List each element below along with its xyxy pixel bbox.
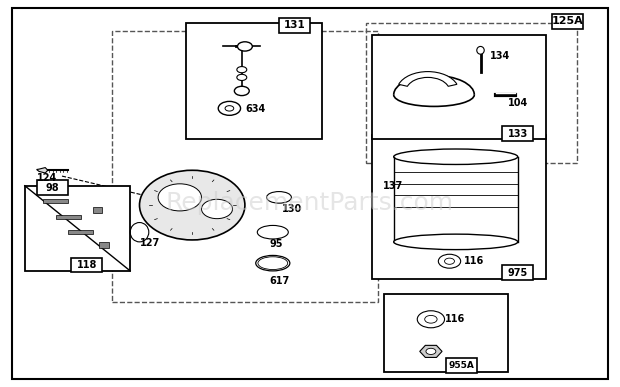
Bar [112,31,378,302]
Text: 137: 137 [383,181,403,191]
Bar [366,23,577,163]
Text: 133: 133 [508,128,528,139]
Bar [186,23,322,139]
Circle shape [445,258,454,264]
Circle shape [237,74,247,80]
Text: 634: 634 [245,104,265,114]
Polygon shape [420,345,442,358]
Text: 118: 118 [77,260,97,270]
Bar [68,230,93,234]
Bar [384,294,508,372]
Ellipse shape [394,149,518,164]
Bar [43,199,68,203]
Text: 124: 124 [37,173,58,183]
Bar [93,207,102,213]
Bar [37,180,68,195]
Ellipse shape [140,170,245,240]
Circle shape [237,42,252,51]
Text: 955A: 955A [449,361,475,370]
Text: 130: 130 [282,204,303,214]
Text: 131: 131 [283,20,306,30]
Circle shape [237,67,247,73]
Circle shape [202,199,232,219]
Ellipse shape [477,46,484,54]
Text: 116: 116 [464,256,484,266]
Bar [99,242,108,248]
Bar [372,35,546,139]
Circle shape [417,311,445,328]
Text: 125A: 125A [551,16,583,26]
Text: 975: 975 [508,268,528,278]
Bar [71,258,102,272]
Ellipse shape [267,192,291,203]
Bar [372,135,546,279]
Circle shape [158,184,202,211]
Ellipse shape [258,257,288,269]
Circle shape [426,348,436,354]
Bar [502,126,533,141]
Text: 134: 134 [490,51,510,61]
Text: 104: 104 [508,98,529,108]
Bar [56,215,81,219]
Bar [552,14,583,29]
Bar [502,265,533,280]
Circle shape [218,101,241,115]
Polygon shape [37,168,48,173]
Circle shape [225,106,234,111]
Bar [279,18,310,33]
Circle shape [438,254,461,268]
Text: 617: 617 [270,276,290,286]
Circle shape [425,315,437,323]
Text: 127: 127 [140,238,160,248]
Text: 116: 116 [445,314,466,324]
Ellipse shape [394,234,518,250]
Bar [446,358,477,373]
Text: ReplacementParts.com: ReplacementParts.com [166,191,454,215]
Wedge shape [399,72,457,86]
Text: 98: 98 [46,183,60,193]
Bar [25,186,130,271]
Text: 95: 95 [270,239,283,249]
Circle shape [234,86,249,96]
